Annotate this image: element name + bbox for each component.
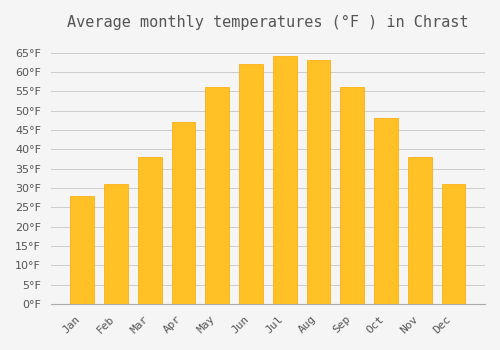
Bar: [104, 184, 128, 304]
Bar: [138, 157, 162, 304]
Bar: [273, 56, 296, 304]
Bar: [172, 122, 196, 304]
Bar: [374, 118, 398, 304]
Bar: [408, 157, 432, 304]
Bar: [239, 64, 263, 304]
Bar: [442, 184, 466, 304]
Bar: [340, 87, 364, 304]
Title: Average monthly temperatures (°F ) in Chrast: Average monthly temperatures (°F ) in Ch…: [67, 15, 468, 30]
Bar: [306, 60, 330, 304]
Bar: [70, 196, 94, 304]
Bar: [206, 87, 229, 304]
